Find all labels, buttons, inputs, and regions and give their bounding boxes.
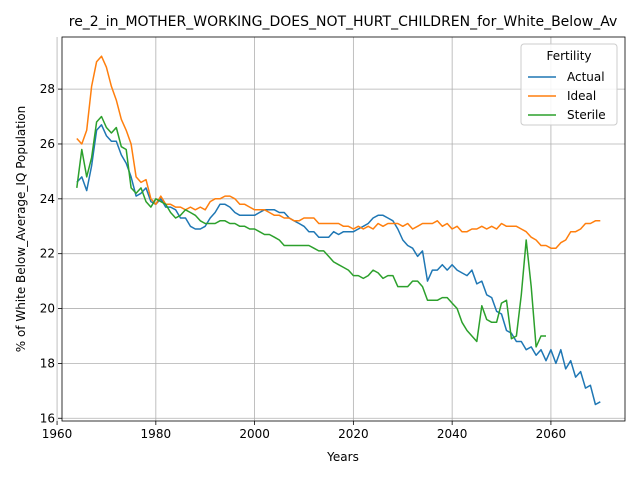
series-line-ideal [76, 55, 601, 249]
x-tick-label: 1980 [141, 427, 172, 441]
series-line-sterile [76, 115, 546, 348]
legend-label-sterile: Sterile [567, 108, 606, 122]
x-axis-ticks: 1960 1980 2000 2020 2040 2060 [42, 421, 566, 441]
plot-area-frame [61, 36, 626, 422]
y-tick-label: 26 [40, 137, 55, 151]
series-line-actual [76, 124, 601, 406]
x-tick-label: 2040 [437, 427, 468, 441]
y-axis-ticks: 16 18 20 22 24 26 28 [40, 82, 62, 425]
legend-box [520, 43, 618, 126]
legend-label-actual: Actual [567, 70, 605, 84]
x-tick-label: 2000 [239, 427, 270, 441]
legend-items: Actual Ideal Sterile [528, 70, 606, 122]
y-axis-label: % of White Below_Average_IQ Population [14, 106, 28, 353]
series-lines [76, 55, 601, 406]
y-tick-label: 18 [40, 356, 55, 370]
legend-label-ideal: Ideal [567, 89, 596, 103]
x-tick-label: 2060 [536, 427, 567, 441]
chart-title: re_2_in_MOTHER_WORKING_DOES_NOT_HURT_CHI… [69, 14, 618, 30]
y-tick-label: 28 [40, 82, 55, 96]
x-tick-label: 1960 [42, 427, 73, 441]
legend: Fertility Actual Ideal Sterile [520, 43, 618, 126]
y-tick-label: 16 [40, 411, 55, 425]
y-tick-label: 24 [40, 192, 55, 206]
legend-title: Fertility [546, 49, 591, 63]
y-tick-label: 22 [40, 247, 55, 261]
x-axis-label: Years [326, 450, 359, 464]
x-tick-label: 2020 [338, 427, 369, 441]
y-tick-label: 20 [40, 302, 55, 316]
